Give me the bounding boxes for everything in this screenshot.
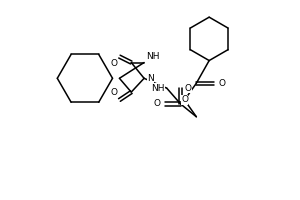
Text: O: O (110, 88, 118, 97)
Text: O: O (218, 79, 225, 88)
Text: NH: NH (151, 84, 165, 93)
Text: O: O (181, 96, 188, 104)
Text: O: O (184, 84, 191, 93)
Text: N: N (147, 74, 154, 83)
Text: O: O (110, 59, 118, 68)
Text: NH: NH (146, 52, 160, 61)
Text: O: O (154, 99, 161, 108)
